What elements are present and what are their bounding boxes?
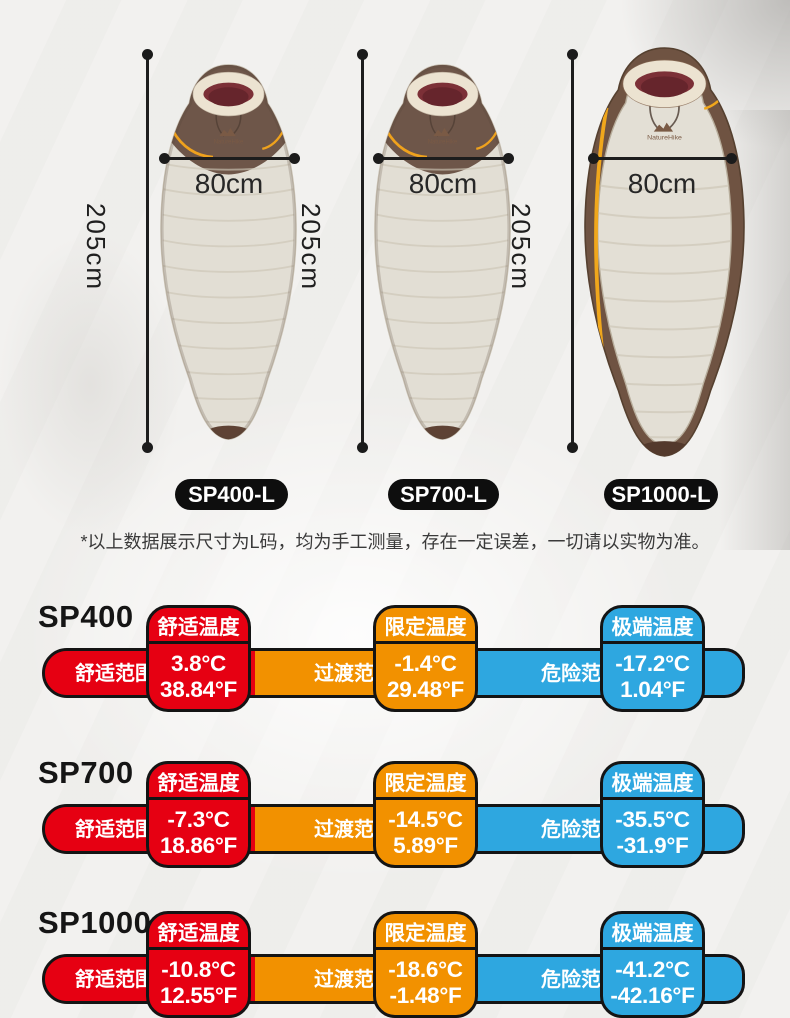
hood-opening <box>640 76 689 98</box>
capsule-header: 舒适温度 <box>149 608 248 644</box>
width-dimension-line <box>163 157 295 160</box>
sleeping-bag-illustration: NatureHike <box>584 47 745 457</box>
celsius-value: -18.6°C <box>388 956 463 982</box>
fahrenheit-value: -42.16°F <box>610 982 695 1008</box>
foot-tip <box>201 425 256 440</box>
celsius-value: -7.3°C <box>167 806 230 832</box>
capsule-header: 限定温度 <box>376 608 475 644</box>
celsius-value: -35.5°C <box>615 806 690 832</box>
fahrenheit-value: 38.84°F <box>160 676 237 702</box>
model-title: SP400 <box>38 599 134 634</box>
measurement-disclaimer: *以上数据展示尺寸为L码，均为手工测量，存在一定误差，一切请以实物为准。 <box>80 532 710 552</box>
sleeping-bag-sp1000-image: NatureHike <box>584 44 745 462</box>
width-label: 80cm <box>408 168 478 199</box>
limit-temperature-capsule: 限定温度 -18.6°C -1.48°F <box>373 911 478 1018</box>
celsius-value: 3.8°C <box>170 650 227 676</box>
brand-logo-text: NatureHike <box>428 139 458 145</box>
temperature-row-sp1000: SP1000 舒适范围 过渡范围 危险范围 舒适温度 -10.8°C 12.55°… <box>0 905 790 1018</box>
dimension-endpoint-dot <box>141 49 153 60</box>
dimension-endpoint-dot <box>356 442 368 453</box>
capsule-header: 极端温度 <box>603 608 702 644</box>
fahrenheit-value: -31.9°F <box>616 832 689 858</box>
dimension-endpoint-dot <box>566 49 578 60</box>
celsius-value: -17.2°C <box>615 650 690 676</box>
zipper-accent <box>385 129 428 159</box>
comfort-range-label: 舒适范围 <box>75 663 155 685</box>
fahrenheit-value: -1.48°F <box>389 982 462 1008</box>
brand-logo: NatureHike <box>428 127 458 145</box>
sleeping-bag-illustration: NatureHike <box>160 64 297 441</box>
celsius-value: -14.5°C <box>388 806 463 832</box>
comfort-temperature-capsule: 舒适温度 -7.3°C 18.86°F <box>146 761 251 868</box>
capsule-header: 极端温度 <box>603 914 702 950</box>
length-dimension-line <box>146 55 149 448</box>
width-label: 80cm <box>627 168 697 199</box>
length-dimension-line <box>571 55 574 448</box>
brand-logo-text: NatureHike <box>214 139 244 145</box>
comfort-range-label: 舒适范围 <box>75 819 155 841</box>
limit-temperature-capsule: 限定温度 -14.5°C 5.89°F <box>373 761 478 868</box>
comfort-temperature-capsule: 舒适温度 -10.8°C 12.55°F <box>146 911 251 1018</box>
brand-logo: NatureHike <box>647 122 682 142</box>
comfort-range-label: 舒适范围 <box>75 969 155 991</box>
width-label: 80cm <box>194 168 264 199</box>
temperature-row-sp700: SP700 舒适范围 过渡范围 危险范围 舒适温度 -7.3°C 18.86°F … <box>0 755 790 876</box>
fahrenheit-value: 1.04°F <box>620 676 685 702</box>
zipper-accent <box>171 129 214 159</box>
length-label: 205cm <box>296 202 326 292</box>
model-title: SP1000 <box>38 905 152 940</box>
hood-opening <box>208 87 249 107</box>
model-badge-sp400: SP400-L <box>175 479 288 510</box>
capsule-header: 舒适温度 <box>149 764 248 800</box>
dimension-endpoint-dot <box>141 442 153 453</box>
brand-logo-text: NatureHike <box>647 135 682 142</box>
extreme-temperature-capsule: 极端温度 -35.5°C -31.9°F <box>600 761 705 868</box>
fahrenheit-value: 12.55°F <box>160 982 237 1008</box>
dimension-endpoint-dot <box>566 442 578 453</box>
foot-tip <box>415 425 470 440</box>
sleeping-bag-illustration: NatureHike <box>374 64 511 441</box>
width-dimension-line <box>592 157 732 160</box>
dimension-endpoint-dot <box>356 49 368 60</box>
fahrenheit-value: 29.48°F <box>387 676 464 702</box>
capsule-header: 舒适温度 <box>149 914 248 950</box>
sleeping-bag-sp400-image: NatureHike <box>160 46 297 460</box>
dimension-endpoint-dot <box>588 152 599 164</box>
fahrenheit-value: 5.89°F <box>393 832 458 858</box>
celsius-value: -41.2°C <box>615 956 690 982</box>
dimension-endpoint-dot <box>373 152 384 164</box>
brand-logo: NatureHike <box>214 127 244 145</box>
hood-opening <box>422 87 463 107</box>
temperature-row-sp400: SP400 舒适范围 过渡范围 危险范围 舒适温度 3.8°C 38.84°F 限… <box>0 599 790 720</box>
model-badge-sp700: SP700-L <box>388 479 499 510</box>
width-dimension-line <box>377 157 509 160</box>
celsius-value: -10.8°C <box>161 956 236 982</box>
capsule-header: 限定温度 <box>376 914 475 950</box>
capsule-header: 限定温度 <box>376 764 475 800</box>
model-badge-sp1000: SP1000-L <box>604 479 718 510</box>
sleeping-bag-sp700-image: NatureHike <box>374 46 511 460</box>
fahrenheit-value: 18.86°F <box>160 832 237 858</box>
limit-temperature-capsule: 限定温度 -1.4°C 29.48°F <box>373 605 478 712</box>
length-label: 205cm <box>81 202 111 292</box>
length-label: 205cm <box>506 202 536 292</box>
extreme-temperature-capsule: 极端温度 -41.2°C -42.16°F <box>600 911 705 1018</box>
length-dimension-line <box>361 55 364 448</box>
foot-tip <box>635 441 694 457</box>
dimension-endpoint-dot <box>726 152 737 164</box>
comfort-temperature-capsule: 舒适温度 3.8°C 38.84°F <box>146 605 251 712</box>
dimension-endpoint-dot <box>503 152 514 164</box>
extreme-temperature-capsule: 极端温度 -17.2°C 1.04°F <box>600 605 705 712</box>
capsule-header: 极端温度 <box>603 764 702 800</box>
dimension-endpoint-dot <box>159 152 170 164</box>
model-title: SP700 <box>38 755 134 790</box>
celsius-value: -1.4°C <box>394 650 457 676</box>
dimension-endpoint-dot <box>289 152 300 164</box>
